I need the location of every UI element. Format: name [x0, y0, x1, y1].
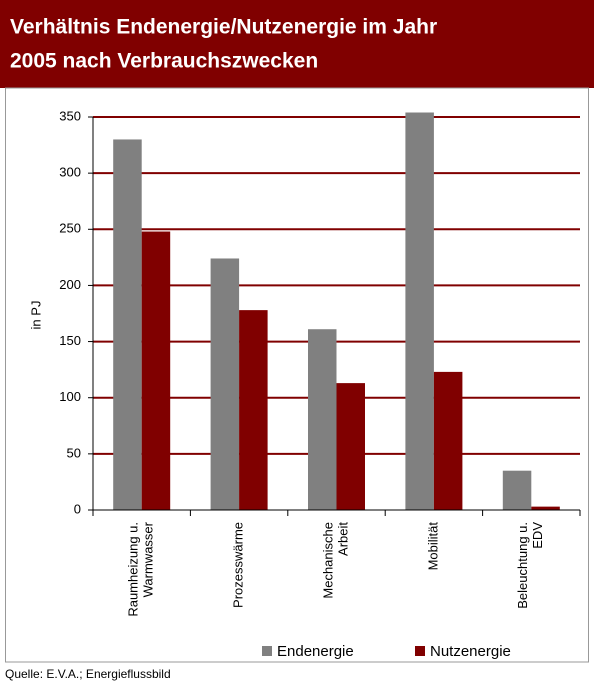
y-tick-label: 150 [59, 333, 81, 348]
bar [239, 310, 268, 510]
bar [308, 329, 337, 510]
chart-title: 2005 nach Verbrauchszwecken [10, 50, 318, 73]
bar [336, 383, 365, 510]
source: Quelle: E.V.A.; Energieflussbild [5, 667, 171, 681]
legend-label: Nutzenergie [430, 643, 511, 660]
bar [405, 112, 434, 510]
y-tick-label: 0 [74, 501, 81, 516]
y-axis-label: in PJ [28, 301, 43, 330]
chart-title: Verhältnis Endenergie/Nutzenergie im Jah… [10, 16, 437, 39]
bar [113, 139, 142, 510]
x-tick-label: Warmwasser [141, 521, 156, 597]
y-tick-label: 250 [59, 221, 81, 236]
y-tick-label: 200 [59, 277, 81, 292]
x-tick-label: Mobilität [425, 522, 440, 571]
bar [141, 231, 171, 510]
legend-swatch [415, 646, 425, 656]
x-tick-label: Prozesswärme [231, 522, 246, 608]
legend-swatch [262, 646, 272, 656]
bar [502, 470, 532, 510]
bar [210, 258, 240, 510]
y-tick-label: 350 [59, 108, 81, 123]
x-tick-label: Mechanische [320, 522, 335, 599]
frame [5, 87, 589, 663]
y-tick-label: 50 [67, 445, 81, 460]
legend-label: Endenergie [277, 643, 354, 660]
bar [531, 506, 560, 510]
y-tick-label: 100 [59, 389, 81, 404]
x-tick-label: Arbeit [335, 522, 350, 556]
x-tick-label: Raumheizung u. [126, 522, 141, 617]
x-tick-label: Beleuchtung u. [515, 522, 530, 609]
y-tick-label: 300 [59, 165, 81, 180]
bar [433, 371, 463, 510]
x-tick-label: EDV [530, 522, 545, 549]
title-banner [0, 0, 594, 88]
